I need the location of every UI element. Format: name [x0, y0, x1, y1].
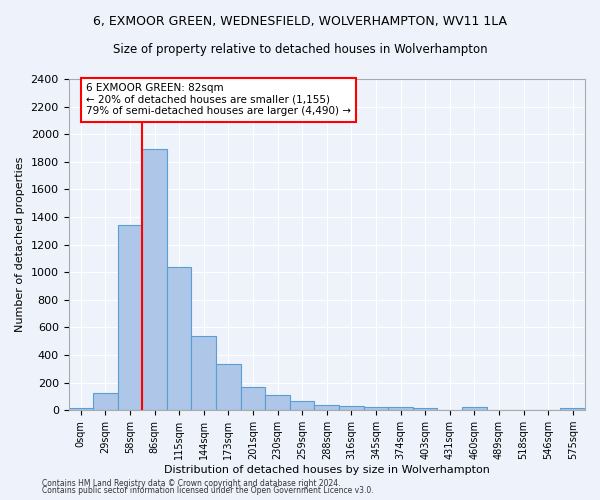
Bar [265, 395, 290, 410]
Text: Size of property relative to detached houses in Wolverhampton: Size of property relative to detached ho… [113, 42, 487, 56]
Bar [93, 393, 118, 410]
X-axis label: Distribution of detached houses by size in Wolverhampton: Distribution of detached houses by size … [164, 465, 490, 475]
Bar [462, 408, 487, 410]
Bar [241, 387, 265, 410]
Bar [560, 408, 585, 410]
Bar [290, 402, 314, 410]
Bar [68, 408, 93, 410]
Bar [339, 406, 364, 410]
Bar [216, 364, 241, 410]
Bar [142, 150, 167, 410]
Text: Contains public sector information licensed under the Open Government Licence v3: Contains public sector information licen… [42, 486, 374, 495]
Bar [364, 407, 388, 410]
Y-axis label: Number of detached properties: Number of detached properties [15, 157, 25, 332]
Text: 6, EXMOOR GREEN, WEDNESFIELD, WOLVERHAMPTON, WV11 1LA: 6, EXMOOR GREEN, WEDNESFIELD, WOLVERHAMP… [93, 15, 507, 28]
Bar [167, 266, 191, 410]
Bar [388, 408, 413, 410]
Bar [314, 404, 339, 410]
Bar [118, 226, 142, 410]
Bar [413, 408, 437, 410]
Text: Contains HM Land Registry data © Crown copyright and database right 2024.: Contains HM Land Registry data © Crown c… [42, 478, 341, 488]
Text: 6 EXMOOR GREEN: 82sqm
← 20% of detached houses are smaller (1,155)
79% of semi-d: 6 EXMOOR GREEN: 82sqm ← 20% of detached … [86, 83, 351, 116]
Bar [191, 336, 216, 410]
